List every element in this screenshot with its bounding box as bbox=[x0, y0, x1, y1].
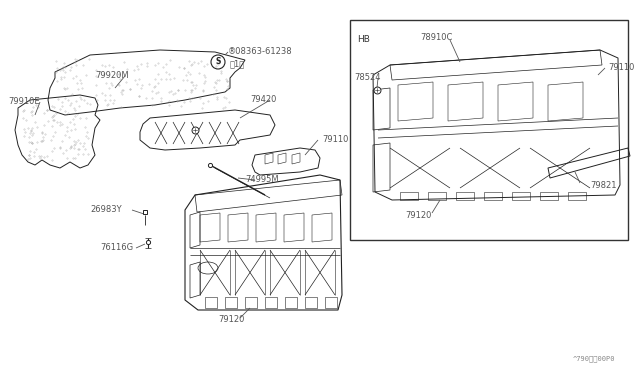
Text: ^790​⁂00P0: ^790​⁂00P0 bbox=[573, 355, 615, 362]
Text: 78910C: 78910C bbox=[420, 33, 452, 42]
Text: 79120: 79120 bbox=[405, 211, 431, 219]
Text: 79420: 79420 bbox=[250, 96, 276, 105]
Text: 79120: 79120 bbox=[218, 315, 244, 324]
Text: 79110: 79110 bbox=[322, 135, 348, 144]
Text: 76116G: 76116G bbox=[100, 244, 133, 253]
Text: S: S bbox=[215, 58, 221, 67]
Text: 78524: 78524 bbox=[354, 74, 381, 83]
Text: 26983Y: 26983Y bbox=[90, 205, 122, 215]
Text: 79110: 79110 bbox=[608, 64, 634, 73]
Text: （1）: （1） bbox=[230, 60, 245, 68]
Text: 74995M: 74995M bbox=[245, 176, 278, 185]
Text: ®08363-61238: ®08363-61238 bbox=[228, 48, 292, 57]
Bar bbox=[350, 20, 628, 240]
Text: 79821: 79821 bbox=[590, 180, 616, 189]
Text: 79910E: 79910E bbox=[8, 97, 40, 106]
Text: HB: HB bbox=[357, 35, 370, 44]
Text: 79920M: 79920M bbox=[95, 71, 129, 80]
